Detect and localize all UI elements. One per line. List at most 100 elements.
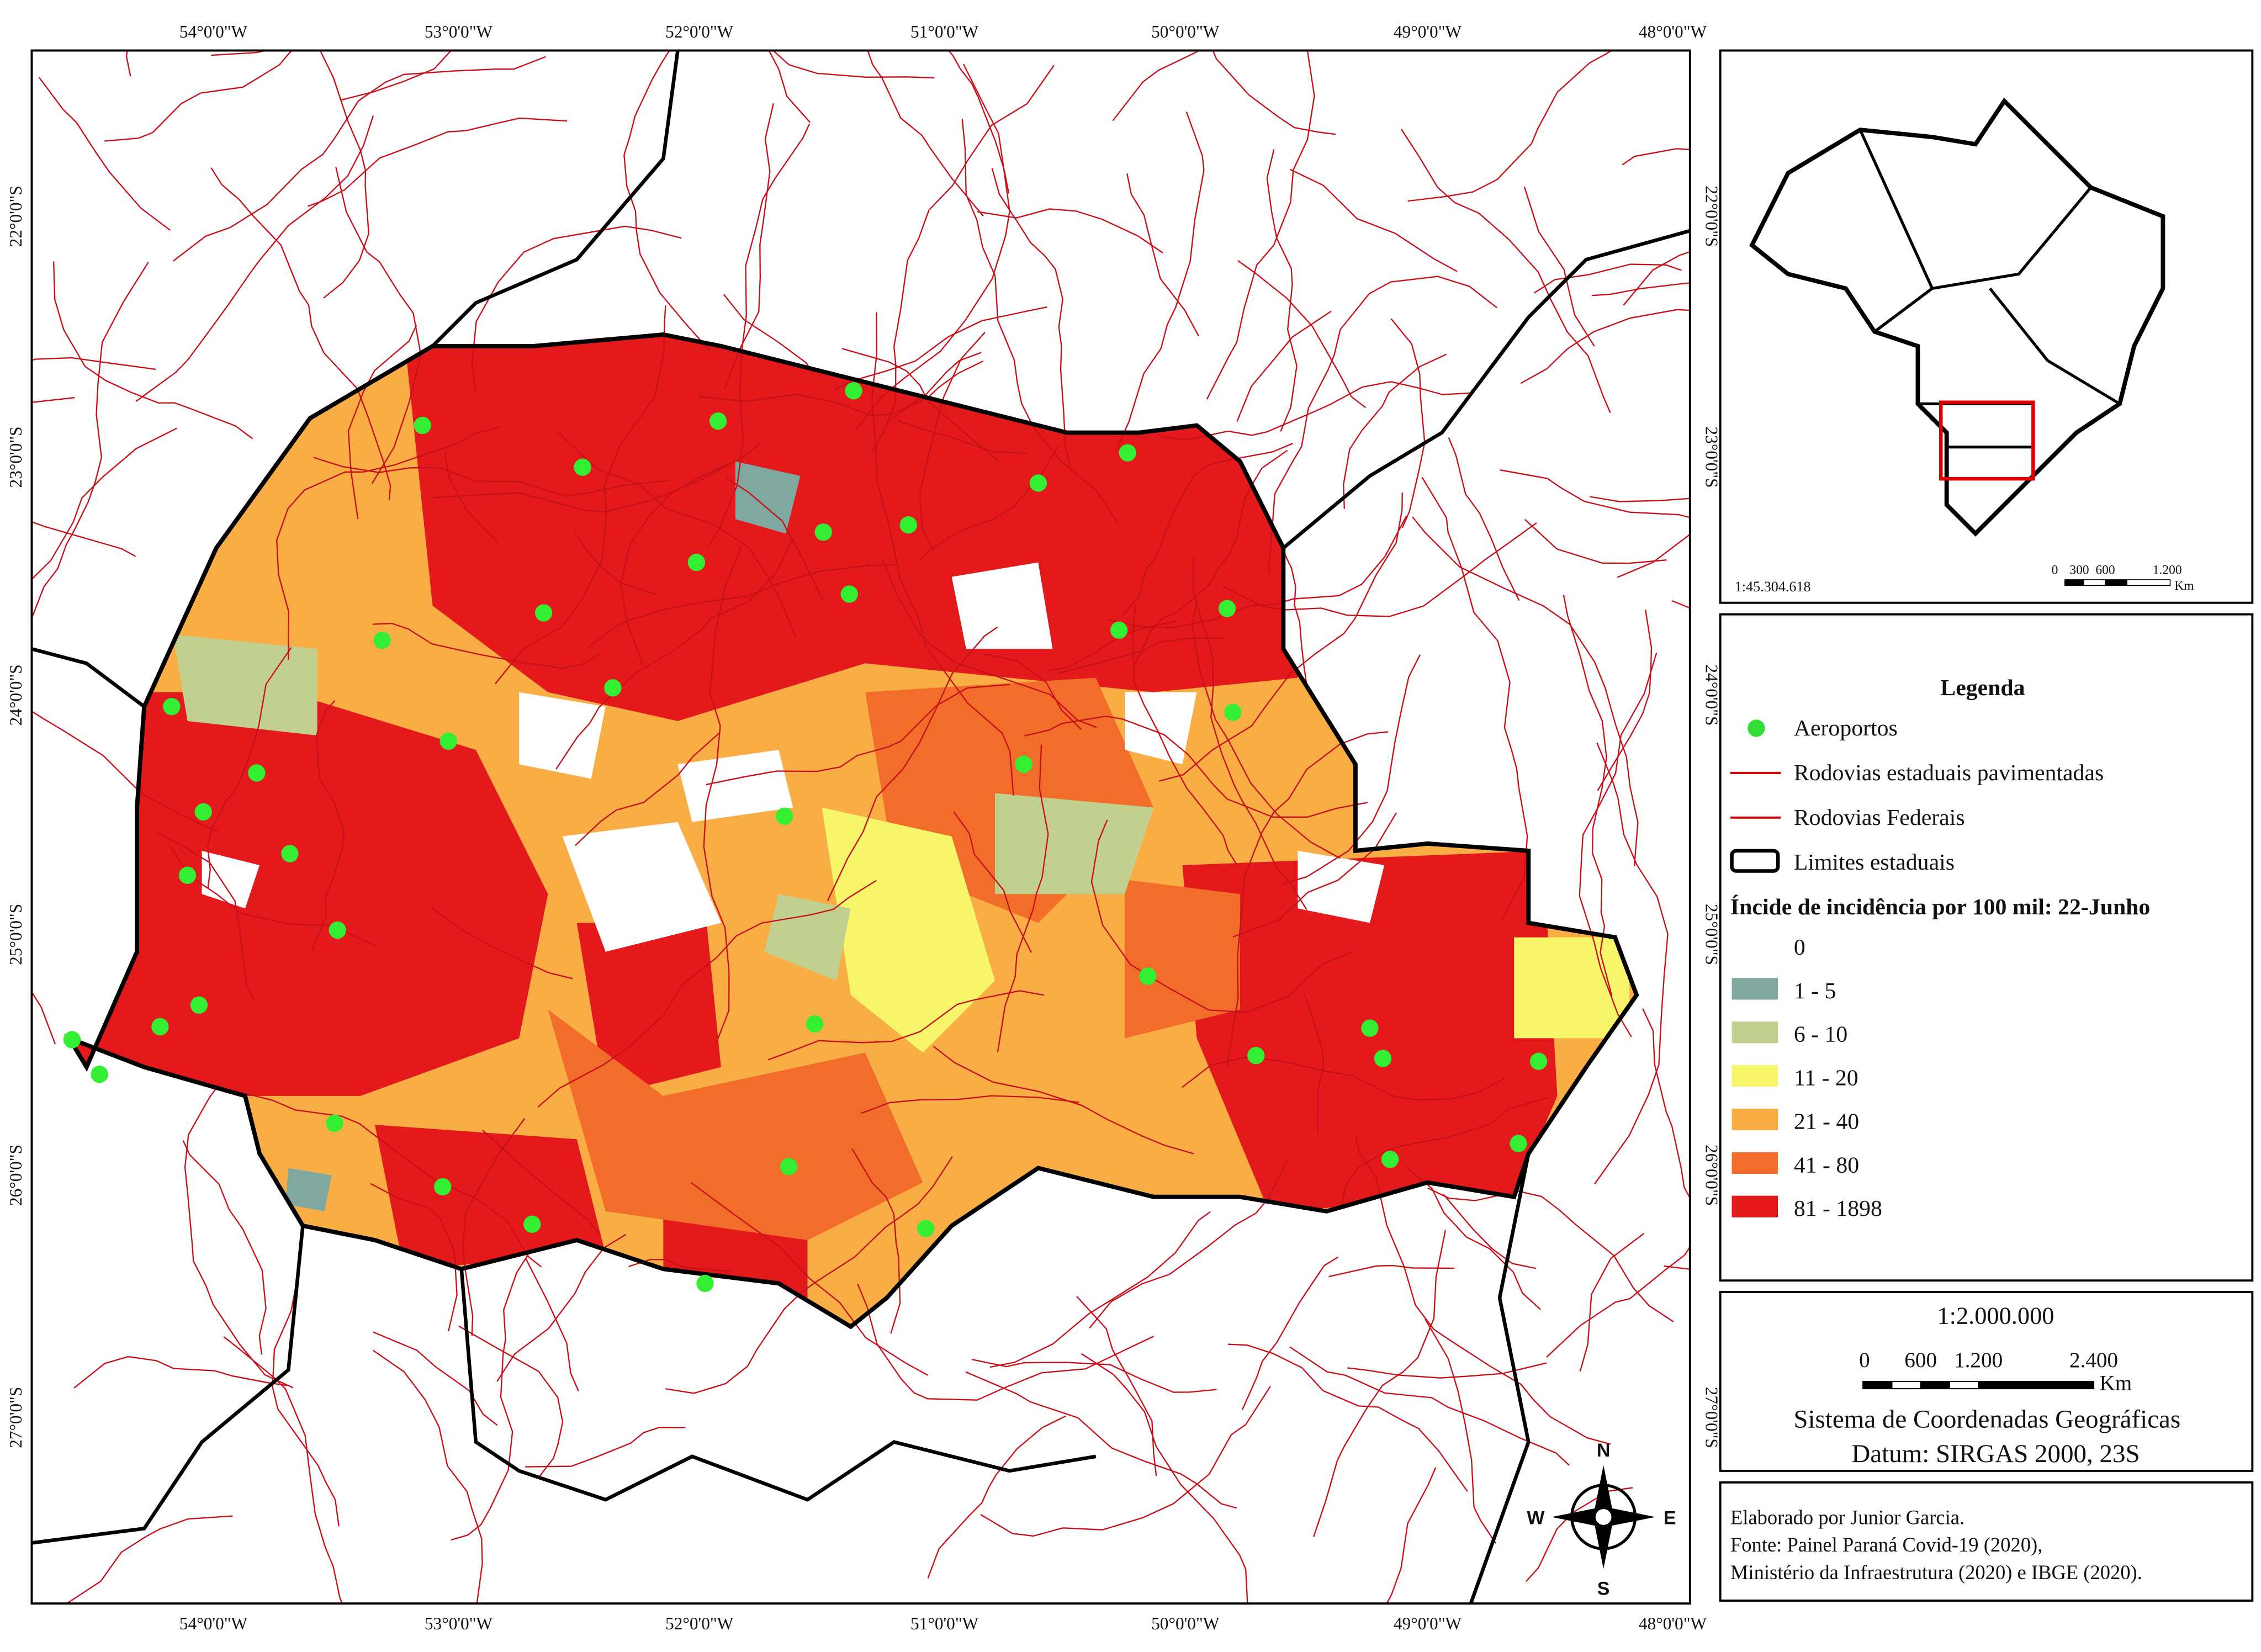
road xyxy=(707,123,811,548)
airport xyxy=(163,698,181,716)
road xyxy=(980,1386,1271,1537)
class-swatch xyxy=(1732,978,1778,1000)
airport xyxy=(1247,1047,1265,1065)
road xyxy=(983,653,1082,730)
scalebar-segment xyxy=(2126,579,2171,586)
class-swatch xyxy=(1732,1065,1778,1087)
road xyxy=(104,50,293,142)
airport xyxy=(190,996,208,1014)
road xyxy=(897,420,1026,454)
road xyxy=(1390,318,1426,528)
road xyxy=(573,531,658,596)
brazil-outline xyxy=(1749,97,2165,537)
road xyxy=(555,538,793,770)
scalebar-label: 1.200 xyxy=(2153,563,2182,577)
road xyxy=(961,119,1119,525)
road xyxy=(886,352,982,423)
airport xyxy=(696,1274,714,1293)
road xyxy=(1132,604,1239,867)
airport xyxy=(687,553,706,571)
road xyxy=(1590,496,1690,502)
airport xyxy=(780,1158,798,1176)
road xyxy=(1617,533,1690,578)
compass-w: W xyxy=(1527,1508,1544,1529)
road xyxy=(494,305,666,685)
road xyxy=(431,907,573,979)
road xyxy=(1126,173,1199,336)
road xyxy=(861,1095,1079,1114)
legend-classes-title: Íncide de incidência por 100 mil: 22-Jun… xyxy=(1730,894,2150,920)
road xyxy=(1533,263,1682,294)
lon-label-bottom: 53°0'0"W xyxy=(425,1614,493,1633)
lon-label-top: 54°0'0"W xyxy=(179,22,248,41)
road xyxy=(1222,522,1537,617)
inset-extent xyxy=(1939,400,2035,481)
lon-label-top: 51°0'0"W xyxy=(910,22,979,41)
road xyxy=(989,1211,1211,1368)
class-label: 6 - 10 xyxy=(1794,1022,1847,1047)
road xyxy=(971,1358,1217,1393)
region-41-80 xyxy=(1125,880,1240,1039)
road xyxy=(953,811,1032,953)
lon-label-bottom: 50°0'0"W xyxy=(1151,1614,1220,1633)
road xyxy=(340,50,452,101)
credits-frame xyxy=(1719,1481,2254,1602)
lon-label-top: 52°0'0"W xyxy=(665,22,734,41)
lat-label-right: 24°0'0"S xyxy=(1702,664,1722,726)
road xyxy=(1090,819,1353,1013)
road xyxy=(841,348,998,460)
airport xyxy=(373,631,391,649)
lon-label-bottom: 51°0'0"W xyxy=(910,1614,979,1633)
scalebar-label: 1.200 xyxy=(1954,1348,2003,1372)
compass-e: E xyxy=(1664,1508,1676,1529)
airport xyxy=(151,1018,169,1036)
road xyxy=(1546,1246,1690,1358)
road xyxy=(1443,1194,1537,1269)
road xyxy=(1642,1008,1690,1199)
region-red-southwest xyxy=(375,1125,606,1269)
road xyxy=(1241,1256,1339,1410)
road xyxy=(372,622,601,669)
region-red-center xyxy=(576,923,721,1096)
road xyxy=(157,832,255,999)
road xyxy=(1623,251,1690,306)
lat-label-right: 27°0'0"S xyxy=(1702,1387,1722,1448)
airport xyxy=(178,866,197,884)
road xyxy=(1593,742,1669,1185)
road xyxy=(1132,449,1288,669)
lat-label-left: 25°0'0"S xyxy=(6,904,25,965)
road xyxy=(1579,653,1658,1037)
map-frame xyxy=(30,49,1691,1605)
road xyxy=(1591,282,1690,296)
road xyxy=(451,1251,531,1541)
road xyxy=(525,1427,686,1468)
scalebar-label: 2.400 xyxy=(2069,1348,2118,1372)
region-6-10 xyxy=(764,894,851,981)
road xyxy=(471,225,682,393)
road xyxy=(1236,310,1332,422)
region-red-west xyxy=(69,692,548,1096)
road xyxy=(372,1349,483,1604)
road xyxy=(1328,1264,1454,1278)
airport xyxy=(63,1031,81,1049)
road xyxy=(965,1371,1237,1509)
road xyxy=(1520,309,1690,384)
scalebar-segment xyxy=(2105,579,2127,586)
legend-item: Aeroportos xyxy=(1794,716,1898,741)
airport xyxy=(709,412,727,430)
region-11-20 xyxy=(1514,937,1630,1039)
lat-label-left: 24°0'0"S xyxy=(6,664,25,726)
scalebar-label: 600 xyxy=(2095,563,2115,577)
road xyxy=(525,1257,579,1392)
road xyxy=(772,50,935,79)
airport xyxy=(534,604,553,622)
road xyxy=(933,1046,1194,1155)
road xyxy=(31,262,149,620)
region-41-80 xyxy=(548,1009,923,1241)
airport xyxy=(326,1114,343,1132)
road xyxy=(1232,812,1397,938)
road xyxy=(52,261,253,440)
road xyxy=(444,452,499,543)
scalebar-label: 0 xyxy=(1859,1348,1870,1372)
